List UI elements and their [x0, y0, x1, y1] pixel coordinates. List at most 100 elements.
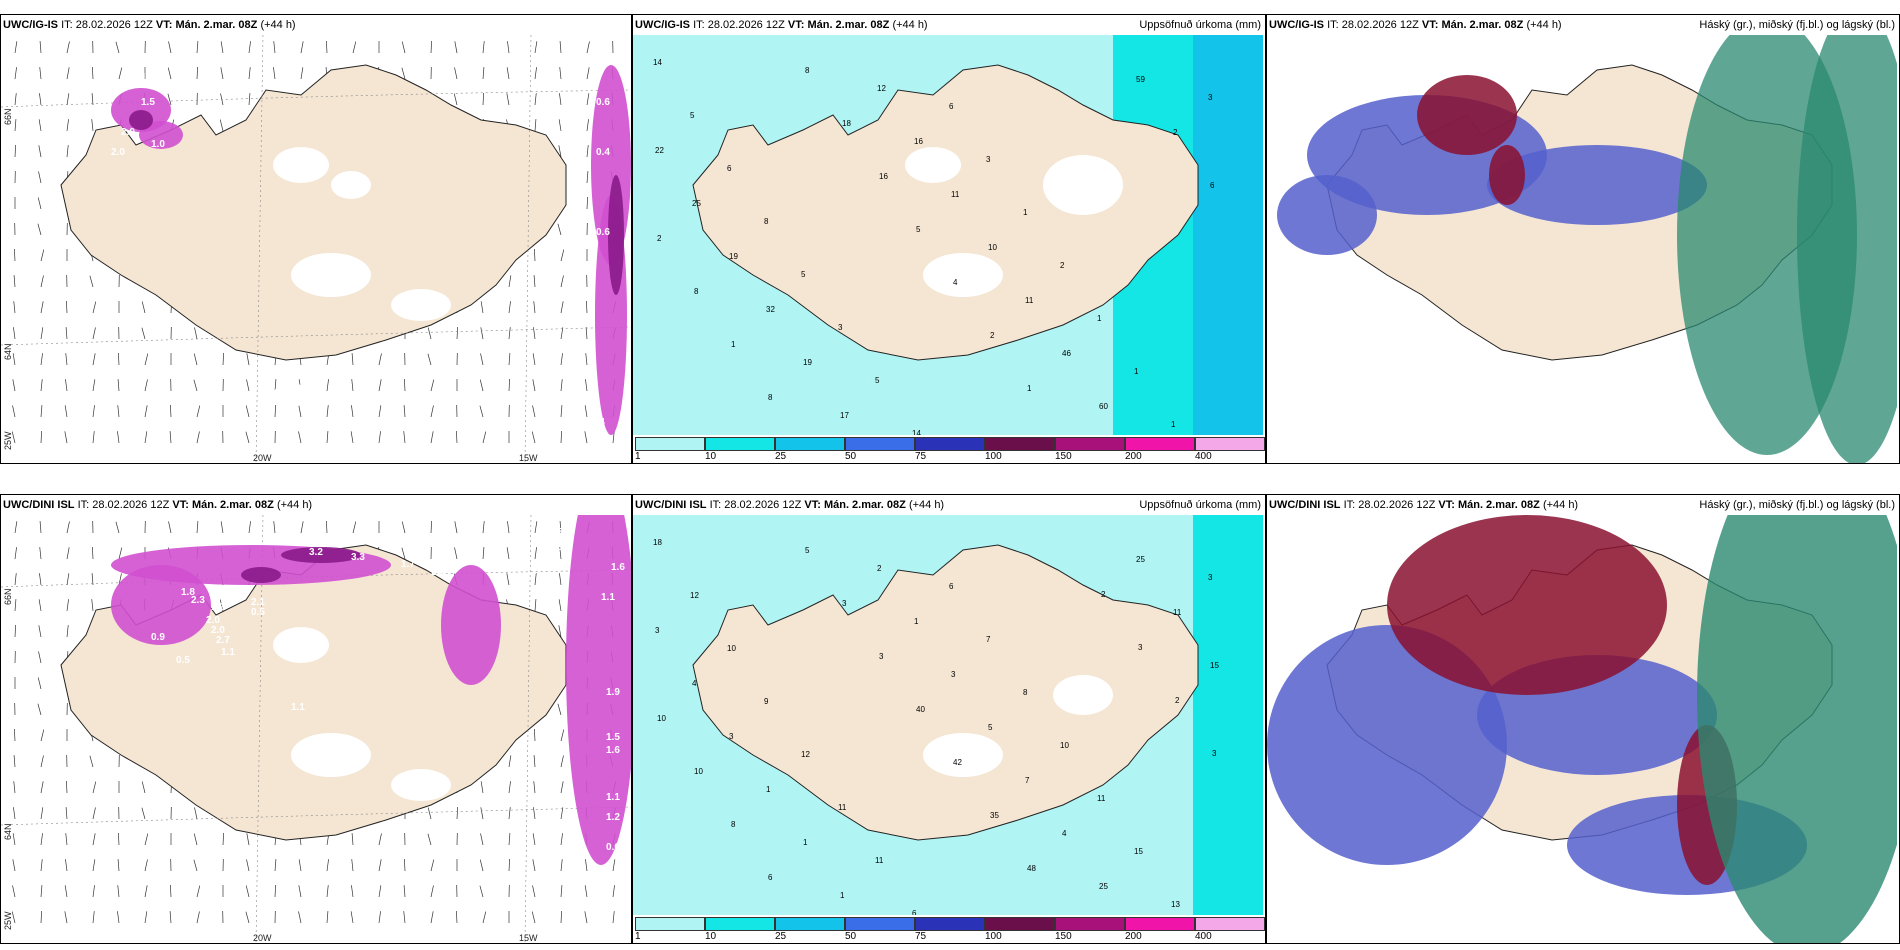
- snow-accumulation-heavy: [241, 567, 281, 583]
- snow-value-label: 2.7: [216, 635, 230, 646]
- wind-barb: [117, 405, 120, 418]
- no-precip-patch: [1053, 675, 1113, 715]
- wind-barb: [403, 405, 406, 418]
- precip-value-label: 8: [805, 66, 810, 75]
- wind-barb: [92, 807, 96, 820]
- wind-barb: [168, 41, 172, 54]
- wind-barb: [64, 911, 68, 924]
- wind-barb: [482, 93, 484, 106]
- wind-barb: [326, 431, 329, 444]
- precip-value-label: 60: [1099, 402, 1108, 411]
- wind-barb: [560, 755, 564, 768]
- wind-barb: [480, 833, 484, 846]
- wind-barb: [66, 301, 68, 314]
- colorbar-tick: 400: [1195, 451, 1212, 462]
- wind-barb: [533, 301, 536, 314]
- wind-barb: [560, 431, 562, 444]
- precip-value-label: 3: [1138, 643, 1143, 652]
- wind-barb: [508, 781, 511, 794]
- wind-barb: [38, 651, 42, 664]
- panel-clouds-dini: UWC/DINI ISL IT: 28.02.2026 12Z VT: Mán.…: [1266, 494, 1900, 944]
- wind-barb: [403, 911, 406, 924]
- precip-value-label: 6: [727, 164, 732, 173]
- wind-barb: [65, 859, 68, 872]
- wind-barb: [37, 223, 42, 236]
- wind-barb: [144, 911, 148, 924]
- wind-barb: [246, 833, 250, 846]
- wind-barb: [65, 327, 68, 340]
- snow-value-label: 2.0: [111, 147, 125, 158]
- model-name: UWC/DINI ISL: [1269, 499, 1341, 511]
- wind-barb: [115, 41, 120, 54]
- snow-value-label: 1.1: [606, 792, 620, 803]
- snow-value-label: 1.1: [221, 647, 235, 658]
- wind-barb: [117, 859, 120, 872]
- wind-barb: [12, 833, 16, 846]
- wind-barb: [557, 223, 562, 236]
- lon-label-15w: 15W: [519, 933, 538, 943]
- precip-value-label: 11: [838, 803, 847, 812]
- panel-header: UWC/IG-IS IT: 28.02.2026 12Z VT: Mán. 2.…: [633, 15, 1265, 35]
- snow-value-label: 1.5: [141, 97, 155, 108]
- precip-value-label: 5: [916, 225, 921, 234]
- valid-time: VT: Mán. 2.mar. 08Z: [155, 19, 258, 31]
- wind-barb: [456, 807, 458, 820]
- wind-barb: [40, 911, 42, 924]
- snow-value-label: 2.0: [211, 625, 225, 636]
- wind-barb: [248, 67, 251, 80]
- wind-barb: [326, 911, 329, 924]
- wind-barb: [91, 599, 94, 612]
- wind-barb: [38, 145, 42, 158]
- snow-cover-patch: [273, 147, 329, 183]
- snow-cover-patch: [391, 289, 451, 321]
- wind-barb: [430, 885, 434, 898]
- wind-barb: [533, 781, 536, 794]
- wind-barb: [245, 885, 250, 898]
- wind-barb: [480, 327, 484, 340]
- precip-value-label: 1: [766, 785, 771, 794]
- wind-barb: [326, 521, 328, 534]
- wind-barb: [560, 353, 563, 366]
- precip-value-label: 3: [729, 732, 734, 741]
- wind-barb: [13, 275, 16, 288]
- wind-barb: [144, 353, 149, 366]
- wind-barb: [118, 353, 120, 366]
- wind-barb: [506, 573, 510, 586]
- wind-barb: [66, 547, 70, 560]
- wind-barb: [196, 911, 200, 924]
- lead-time: (+44 h): [1526, 19, 1562, 31]
- wind-barb: [300, 41, 304, 54]
- precip-value-label: 8: [694, 287, 699, 296]
- precip-value-label: 3: [1208, 93, 1213, 102]
- snow-value-label: 0.4: [596, 147, 610, 158]
- precip-value-label: 14: [912, 429, 921, 438]
- wind-barb: [13, 755, 16, 768]
- wind-barb: [141, 301, 146, 314]
- wind-barb: [401, 67, 406, 80]
- precip-value-label: 25: [1136, 555, 1145, 564]
- wind-barb: [13, 807, 16, 820]
- wind-barb: [92, 379, 96, 392]
- panel-wind-snow-igis: 1.1 1.5 2.0 2.0 1.0 0.6 0.4 0.6 0.4 UWC/IG-IS IT…: [0, 14, 632, 464]
- wind-barb: [560, 379, 563, 392]
- wind-barb: [196, 885, 201, 898]
- snow-value-label: 1.9: [606, 687, 620, 698]
- colorbar-swatch: [845, 437, 915, 451]
- wind-barb: [66, 41, 70, 54]
- map-clouds: [1267, 515, 1897, 943]
- mid-cloud: [1797, 35, 1897, 463]
- wind-barb: [401, 521, 406, 534]
- valid-time: VT: Mán. 2.mar. 08Z: [787, 19, 890, 31]
- snow-value-label: 0.5: [549, 527, 563, 538]
- precip-value-label: 1: [840, 891, 845, 900]
- model-name: UWC/DINI ISL: [3, 499, 75, 511]
- wind-barb: [66, 145, 69, 158]
- wind-barb: [39, 521, 42, 534]
- precip-value-label: 18: [842, 119, 851, 128]
- snow-value-label: 1.1: [291, 702, 305, 713]
- wind-barb: [40, 379, 43, 392]
- mid-cloud: [1697, 515, 1897, 943]
- precip-colorbar: 1 10 25 50 75 100 150 200 400: [633, 915, 1265, 943]
- precip-value-label: 1: [1171, 420, 1176, 429]
- wind-barb: [40, 301, 44, 314]
